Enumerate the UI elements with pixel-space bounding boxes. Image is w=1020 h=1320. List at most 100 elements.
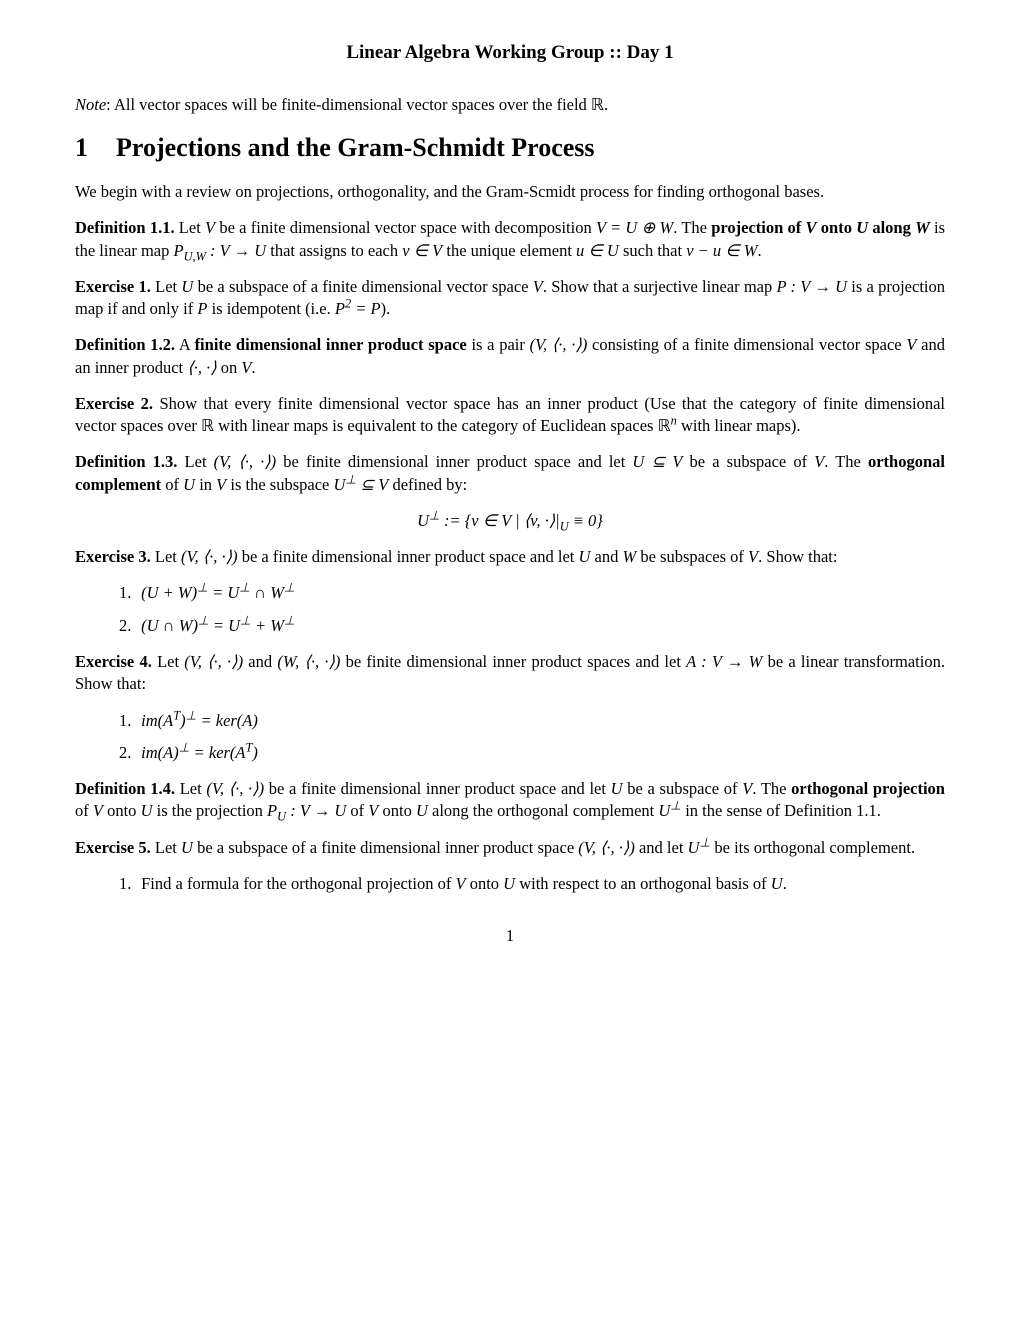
text: onto [466,874,504,893]
ex-label: Exercise 5. [75,838,151,857]
math: U [416,801,428,820]
text: onto [103,801,141,820]
math: U [181,277,193,296]
note-paragraph: Note: All vector spaces will be finite-d… [75,94,945,116]
display-math-1: U⊥ := {v ∈ V | ⟨v, ·⟩|U ≡ 0} [75,510,945,532]
exercise-4-list: 1. im(AT)⊥ = ker(A) 2. im(A)⊥ = ker(AT) [75,710,945,765]
page-title: Linear Algebra Working Group :: Day 1 [75,40,945,66]
note-text: : All vector spaces will be finite-dimen… [106,95,608,114]
math: v ∈ V [402,241,442,260]
exercise-4: Exercise 4. Let (V, ⟨·, ·⟩) and (W, ⟨·, … [75,651,945,696]
text: . [783,874,787,893]
list-item: 1. Find a formula for the orthogonal pro… [119,873,945,895]
math: P2 = P [335,299,381,318]
section-number: 1 [75,130,88,165]
math: V [906,335,916,354]
text: Let [177,452,213,471]
math: V [533,277,543,296]
exercise-2: Exercise 2. Show that every finite dimen… [75,393,945,438]
page-number: 1 [75,925,945,947]
intro-paragraph: We begin with a review on projections, o… [75,181,945,203]
text: be a finite dimensional vector space wit… [215,218,596,237]
section-header: 1 Projections and the Gram-Schmidt Proces… [75,130,945,165]
text: be a subspace of a finite dimensional in… [193,838,578,857]
exercise-3-list: 1. (U + W)⊥ = U⊥ ∩ W⊥ 2. (U ∩ W)⊥ = U⊥ +… [75,582,945,637]
math: U [181,838,193,857]
definition-1-2: Definition 1.2. A finite dimensional inn… [75,334,945,379]
definition-1-1: Definition 1.1. Let V be a finite dimens… [75,217,945,262]
text: Let [151,277,182,296]
section-title: Projections and the Gram-Schmidt Process [116,133,595,162]
list-item: 2. (U ∩ W)⊥ = U⊥ + W⊥ [119,615,945,637]
math: (V, ⟨·, ·⟩) [530,335,588,354]
text: on [217,358,242,377]
text: is the projection [152,801,267,820]
def-label: Definition 1.2. [75,335,175,354]
math: W [622,547,636,566]
text: defined by: [388,475,467,494]
text: of [161,475,183,494]
text: Let [151,838,181,857]
note-label: Note [75,95,106,114]
text: be a finite dimensional inner product sp… [238,547,579,566]
text: be finite dimensional inner product spac… [276,452,632,471]
text: be a subspace of a finite dimensional ve… [193,277,532,296]
math: (U ∩ W)⊥ = U⊥ + W⊥ [141,616,295,635]
text: onto [378,801,416,820]
math: (V, ⟨·, ·⟩) [206,779,264,798]
list-item: 1. im(AT)⊥ = ker(A) [119,710,945,732]
text: in [195,475,216,494]
def-label: Definition 1.1. [75,218,175,237]
math: (V, ⟨·, ·⟩) [578,838,635,857]
math: V [368,801,378,820]
math: (V, ⟨·, ·⟩) [184,652,243,671]
exercise-5: Exercise 5. Let U be a subspace of a fin… [75,837,945,859]
math: U [771,874,783,893]
ex-label: Exercise 3. [75,547,151,566]
math: U [141,801,153,820]
math: V [241,358,251,377]
list-number: 1. [119,582,137,604]
math: (W, ⟨·, ·⟩) [277,652,340,671]
math: V [93,801,103,820]
math: v − u ∈ W [686,241,757,260]
text: is idempotent (i.e. [207,299,334,318]
text: . [251,358,255,377]
text: . The [752,779,791,798]
math: U [611,779,623,798]
text: the unique element [442,241,576,260]
text: that assigns to each [266,241,402,260]
math: im(A)⊥ = ker(AT) [141,743,258,762]
text: be a finite dimensional inner product sp… [264,779,611,798]
math: V [216,475,226,494]
math: U⊥ [658,801,681,820]
text: A [175,335,195,354]
math: u ∈ U [576,241,619,260]
def-label: Definition 1.4. [75,779,175,798]
list-item: 2. im(A)⊥ = ker(AT) [119,742,945,764]
text: . Show that: [758,547,837,566]
math: V [814,452,824,471]
text: and [243,652,277,671]
math: V [748,547,758,566]
text: be subspaces of [636,547,748,566]
text: Find a formula for the orthogonal projec… [141,874,455,893]
text: be finite dimensional inner product spac… [340,652,686,671]
ex-label: Exercise 2. [75,394,153,413]
math: ⟨·, ·⟩ [187,358,216,377]
list-number: 2. [119,615,137,637]
text: Let [175,779,206,798]
text: Show that every finite dimensional vecto… [75,394,945,435]
text: Let [175,218,205,237]
math: U⊥ := {v ∈ V | ⟨v, ·⟩|U ≡ 0} [417,511,603,530]
text: . The [824,452,868,471]
list-item: 1. (U + W)⊥ = U⊥ ∩ W⊥ [119,582,945,604]
math: A : V → W [686,652,762,671]
math: V [205,218,215,237]
math: U⊥ [688,838,711,857]
definition-1-3: Definition 1.3. Let (V, ⟨·, ·⟩) be finit… [75,451,945,496]
text: and [590,547,622,566]
math: P : V → U [777,277,848,296]
text: and let [635,838,688,857]
text: Let [151,547,181,566]
